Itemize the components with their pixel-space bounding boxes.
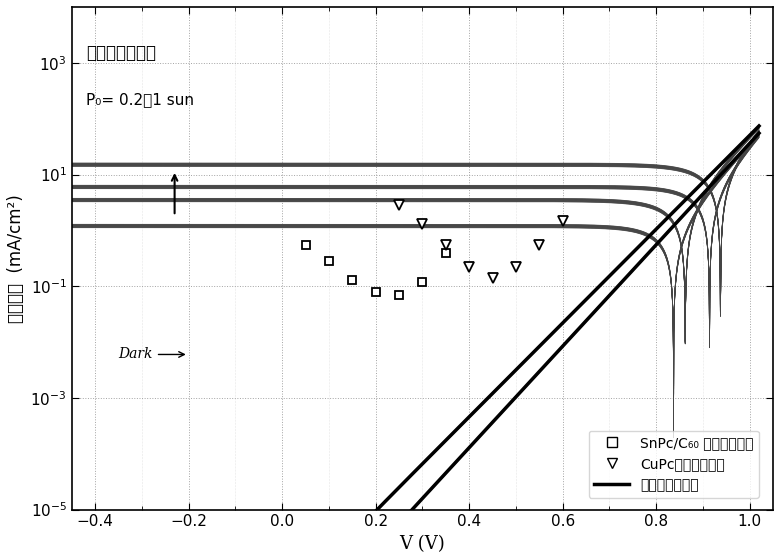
- Text: P₀= 0.2和1 sun: P₀= 0.2和1 sun: [86, 92, 193, 108]
- Text: Dark: Dark: [119, 347, 184, 361]
- Y-axis label: 电流密度  (mA/cm²): 电流密度 (mA/cm²): [7, 194, 25, 323]
- X-axis label: V (V): V (V): [399, 535, 445, 553]
- Text: 增加的照明强度: 增加的照明强度: [86, 44, 156, 62]
- Legend: SnPc/C₆₀ 电池测量数据, CuPc电池测量数据, 暗电流拟合结果: SnPc/C₆₀ 电池测量数据, CuPc电池测量数据, 暗电流拟合结果: [589, 431, 759, 498]
